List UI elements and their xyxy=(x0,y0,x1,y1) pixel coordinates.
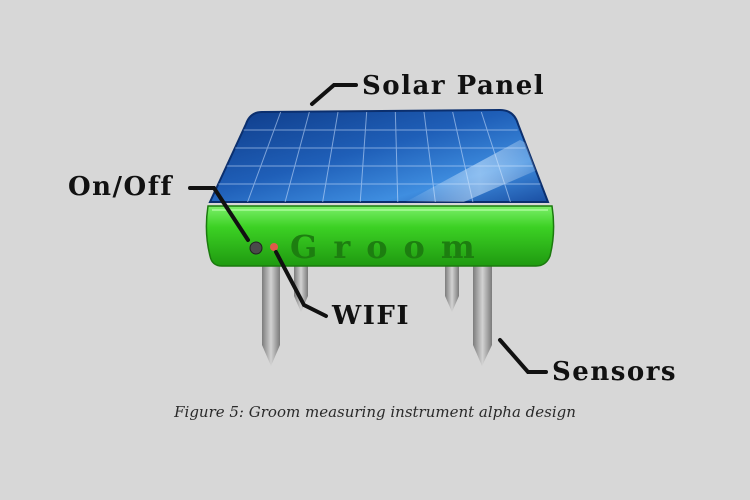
device-brand-text: Groom xyxy=(290,228,491,266)
panel-cell-divider xyxy=(394,111,399,202)
wifi-label: WIFI xyxy=(332,301,410,331)
solar-panel-label: Solar Panel xyxy=(362,71,546,101)
panel-cell-divider xyxy=(284,111,310,202)
panel-cell-divider xyxy=(247,111,282,202)
on-off-leader xyxy=(188,186,250,242)
solar-panel xyxy=(208,108,550,203)
figure-caption: Figure 5: Groom measuring instrument alp… xyxy=(174,403,576,421)
sensor-probe-front-left xyxy=(262,260,280,366)
wifi-leader xyxy=(274,250,328,318)
sensors-label: Sensors xyxy=(552,357,678,387)
device-base xyxy=(205,205,555,267)
on-off-button[interactable] xyxy=(249,241,263,255)
panel-cell-divider xyxy=(322,111,339,202)
wifi-led xyxy=(270,243,278,251)
sensor-probes xyxy=(262,255,492,366)
panel-cell-divider xyxy=(359,111,368,202)
sensors-leader xyxy=(498,338,548,374)
sensor-probe-front-right xyxy=(473,260,492,366)
sensor-probe-back-left xyxy=(294,255,308,312)
solar-panel-leader xyxy=(310,83,358,106)
sensor-probe-back-right xyxy=(445,255,459,312)
leader-lines xyxy=(188,83,548,374)
on-off-label: On/Off xyxy=(68,172,174,202)
